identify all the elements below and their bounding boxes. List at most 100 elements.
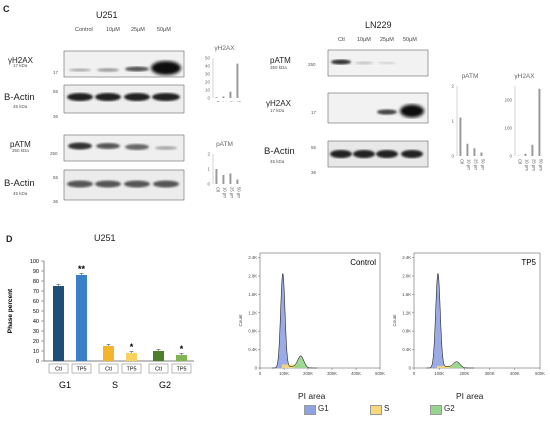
u251-blot-patm: [63, 134, 185, 162]
quant-bar: [459, 117, 462, 156]
flow-xtick: 500K: [535, 371, 545, 376]
phase-ytick: 10: [33, 349, 39, 355]
phase-significance: *: [130, 342, 134, 352]
u251-blot2-marker: 55: [53, 89, 59, 94]
flow-ytick: 1.2K: [248, 310, 257, 315]
ln229-title: LN229: [365, 20, 392, 30]
quant-xtick: Ctl: [459, 159, 464, 164]
phase-ytick: 40: [33, 319, 39, 325]
u251-blot-images: [63, 50, 185, 201]
ln229-lane-1: Ctl: [338, 37, 345, 43]
quant-bar: [215, 169, 218, 184]
quant-bar: [531, 144, 534, 156]
phase-group-label: S: [112, 380, 118, 390]
ln229-lane-2: 10μM: [357, 37, 371, 43]
phase-significance: **: [78, 264, 86, 274]
flow-ylabel: Count: [238, 314, 243, 327]
u251-blot3-name: pATM: [10, 140, 31, 149]
ln229-blot1-name: pATM: [270, 56, 291, 65]
flow-ytick: 0: [255, 366, 258, 371]
u251-lane-2: 10μM: [106, 27, 120, 33]
u251-blot3-marker: 250: [50, 151, 58, 156]
flow-panel-label: TP5: [521, 258, 536, 267]
legend-label-g2: G2: [444, 404, 455, 413]
legend-swatch-s: [370, 405, 382, 415]
flow-g1-area: [272, 274, 294, 368]
u251-blot4-name: B-Actin: [4, 178, 35, 189]
ln229-blot-images: [327, 49, 429, 168]
phase-subcategory-box: [98, 363, 119, 374]
flow-ytick: 1.6K: [402, 292, 411, 297]
quant-title: γH2AX: [214, 45, 235, 52]
ln229-blot3-name: B-Actin: [264, 146, 295, 157]
phase-subcategory-label: Ctl: [105, 367, 112, 373]
phase-subcategory-label: TP5: [126, 367, 136, 373]
ln229-blot3-marker: 55: [311, 145, 317, 150]
quant-chart-ln229-h2ax: γH2AX 0 100 200 Ctl 10 μm 25 μm 50 μm: [504, 73, 543, 171]
ln229-blot2-marker: 17: [311, 110, 317, 115]
quant-bar: [524, 153, 527, 156]
u251-blot1-marker: 17: [53, 70, 59, 75]
phase-subcategory-label: Ctl: [155, 367, 162, 373]
flow-xtick: 200K: [460, 371, 470, 376]
quant-xtick: 10 μm: [222, 101, 227, 102]
phase-bar: [76, 275, 87, 361]
quant-ytick: 2: [451, 84, 454, 89]
quant-xtick: 50 μm: [236, 101, 241, 102]
phase-ytick: 100: [30, 259, 39, 265]
quant-xtick: Ctl: [215, 187, 220, 192]
u251-blot2-kda: 45 kDa: [13, 104, 28, 109]
u251-blot1-kda: 17 kDa: [13, 63, 28, 68]
quant-bar: [236, 63, 239, 98]
phase-ytick: 80: [33, 279, 39, 285]
phase-bar: [53, 286, 64, 361]
flow-xtick: 200K: [303, 371, 313, 376]
quant-xtick: Ctl: [517, 159, 522, 164]
ln229-blot2-kda: 17 kDa: [270, 108, 285, 113]
phase-ytick: 90: [33, 269, 39, 275]
ln229-lane-3: 25μM: [380, 37, 394, 43]
phase-group-label: G1: [59, 380, 71, 390]
flow-xtick: 0: [259, 371, 262, 376]
quant-xtick: 50 μm: [480, 159, 485, 170]
flow-histogram-tp5: 0 0.4K 0.8K 1.2K 1.6K 2.0K 2.4K 0 100K 200K 300K 40…: [392, 252, 545, 376]
flow-xtick: 500K: [375, 371, 385, 376]
flow-histogram-outline: [271, 273, 318, 369]
ln229-lane-4: 50μM: [403, 37, 417, 43]
quant-ytick: 2: [207, 152, 210, 157]
quant-bar: [229, 173, 232, 184]
flow-xtick: 400K: [510, 371, 520, 376]
phase-subcategory-label: TP5: [176, 367, 186, 373]
quant-chart-ln229-patm: pATM 0 1 2 Ctl 10 μm 25 μm 50 μm: [451, 73, 485, 170]
ln229-blot-actin: [327, 140, 429, 168]
flow-ytick: 0.8K: [248, 329, 257, 334]
flow-panel-label: Control: [350, 258, 376, 267]
flow-ytick: 2.4K: [248, 255, 257, 260]
flow-ytick: 0.8K: [402, 329, 411, 334]
u251-blot2-name: B-Actin: [4, 92, 35, 103]
panel-letter-c: C: [3, 4, 10, 14]
flow-xtick: 100K: [434, 371, 444, 376]
flow-ytick: 1.6K: [248, 292, 257, 297]
ln229-blot1-marker: 250: [308, 62, 316, 67]
ln229-blot-patm: [327, 49, 429, 77]
quant-ytick: 50: [205, 56, 211, 61]
quant-bar: [538, 88, 541, 156]
quant-xtick: 10 μm: [466, 159, 471, 170]
phase-ytick: 0: [36, 359, 39, 365]
quant-xtick: Ctl: [215, 101, 220, 102]
flow-ytick: 2.0K: [402, 274, 411, 279]
u251-lane-3: 25μM: [131, 27, 145, 33]
panel-d-title: U251: [94, 233, 116, 243]
phase-ytick: 50: [33, 309, 39, 315]
quant-ytick: 30: [205, 72, 211, 77]
quant-bar: [215, 97, 218, 98]
quant-ytick: 20: [205, 80, 211, 85]
phase-ytick: 60: [33, 299, 39, 305]
u251-blot-actin-1: [63, 84, 185, 114]
u251-blot-actin-2: [63, 169, 185, 201]
quant-ytick: 0: [509, 154, 512, 159]
quant-xtick: 10 μm: [524, 159, 529, 171]
quant-ytick: 40: [205, 64, 211, 69]
